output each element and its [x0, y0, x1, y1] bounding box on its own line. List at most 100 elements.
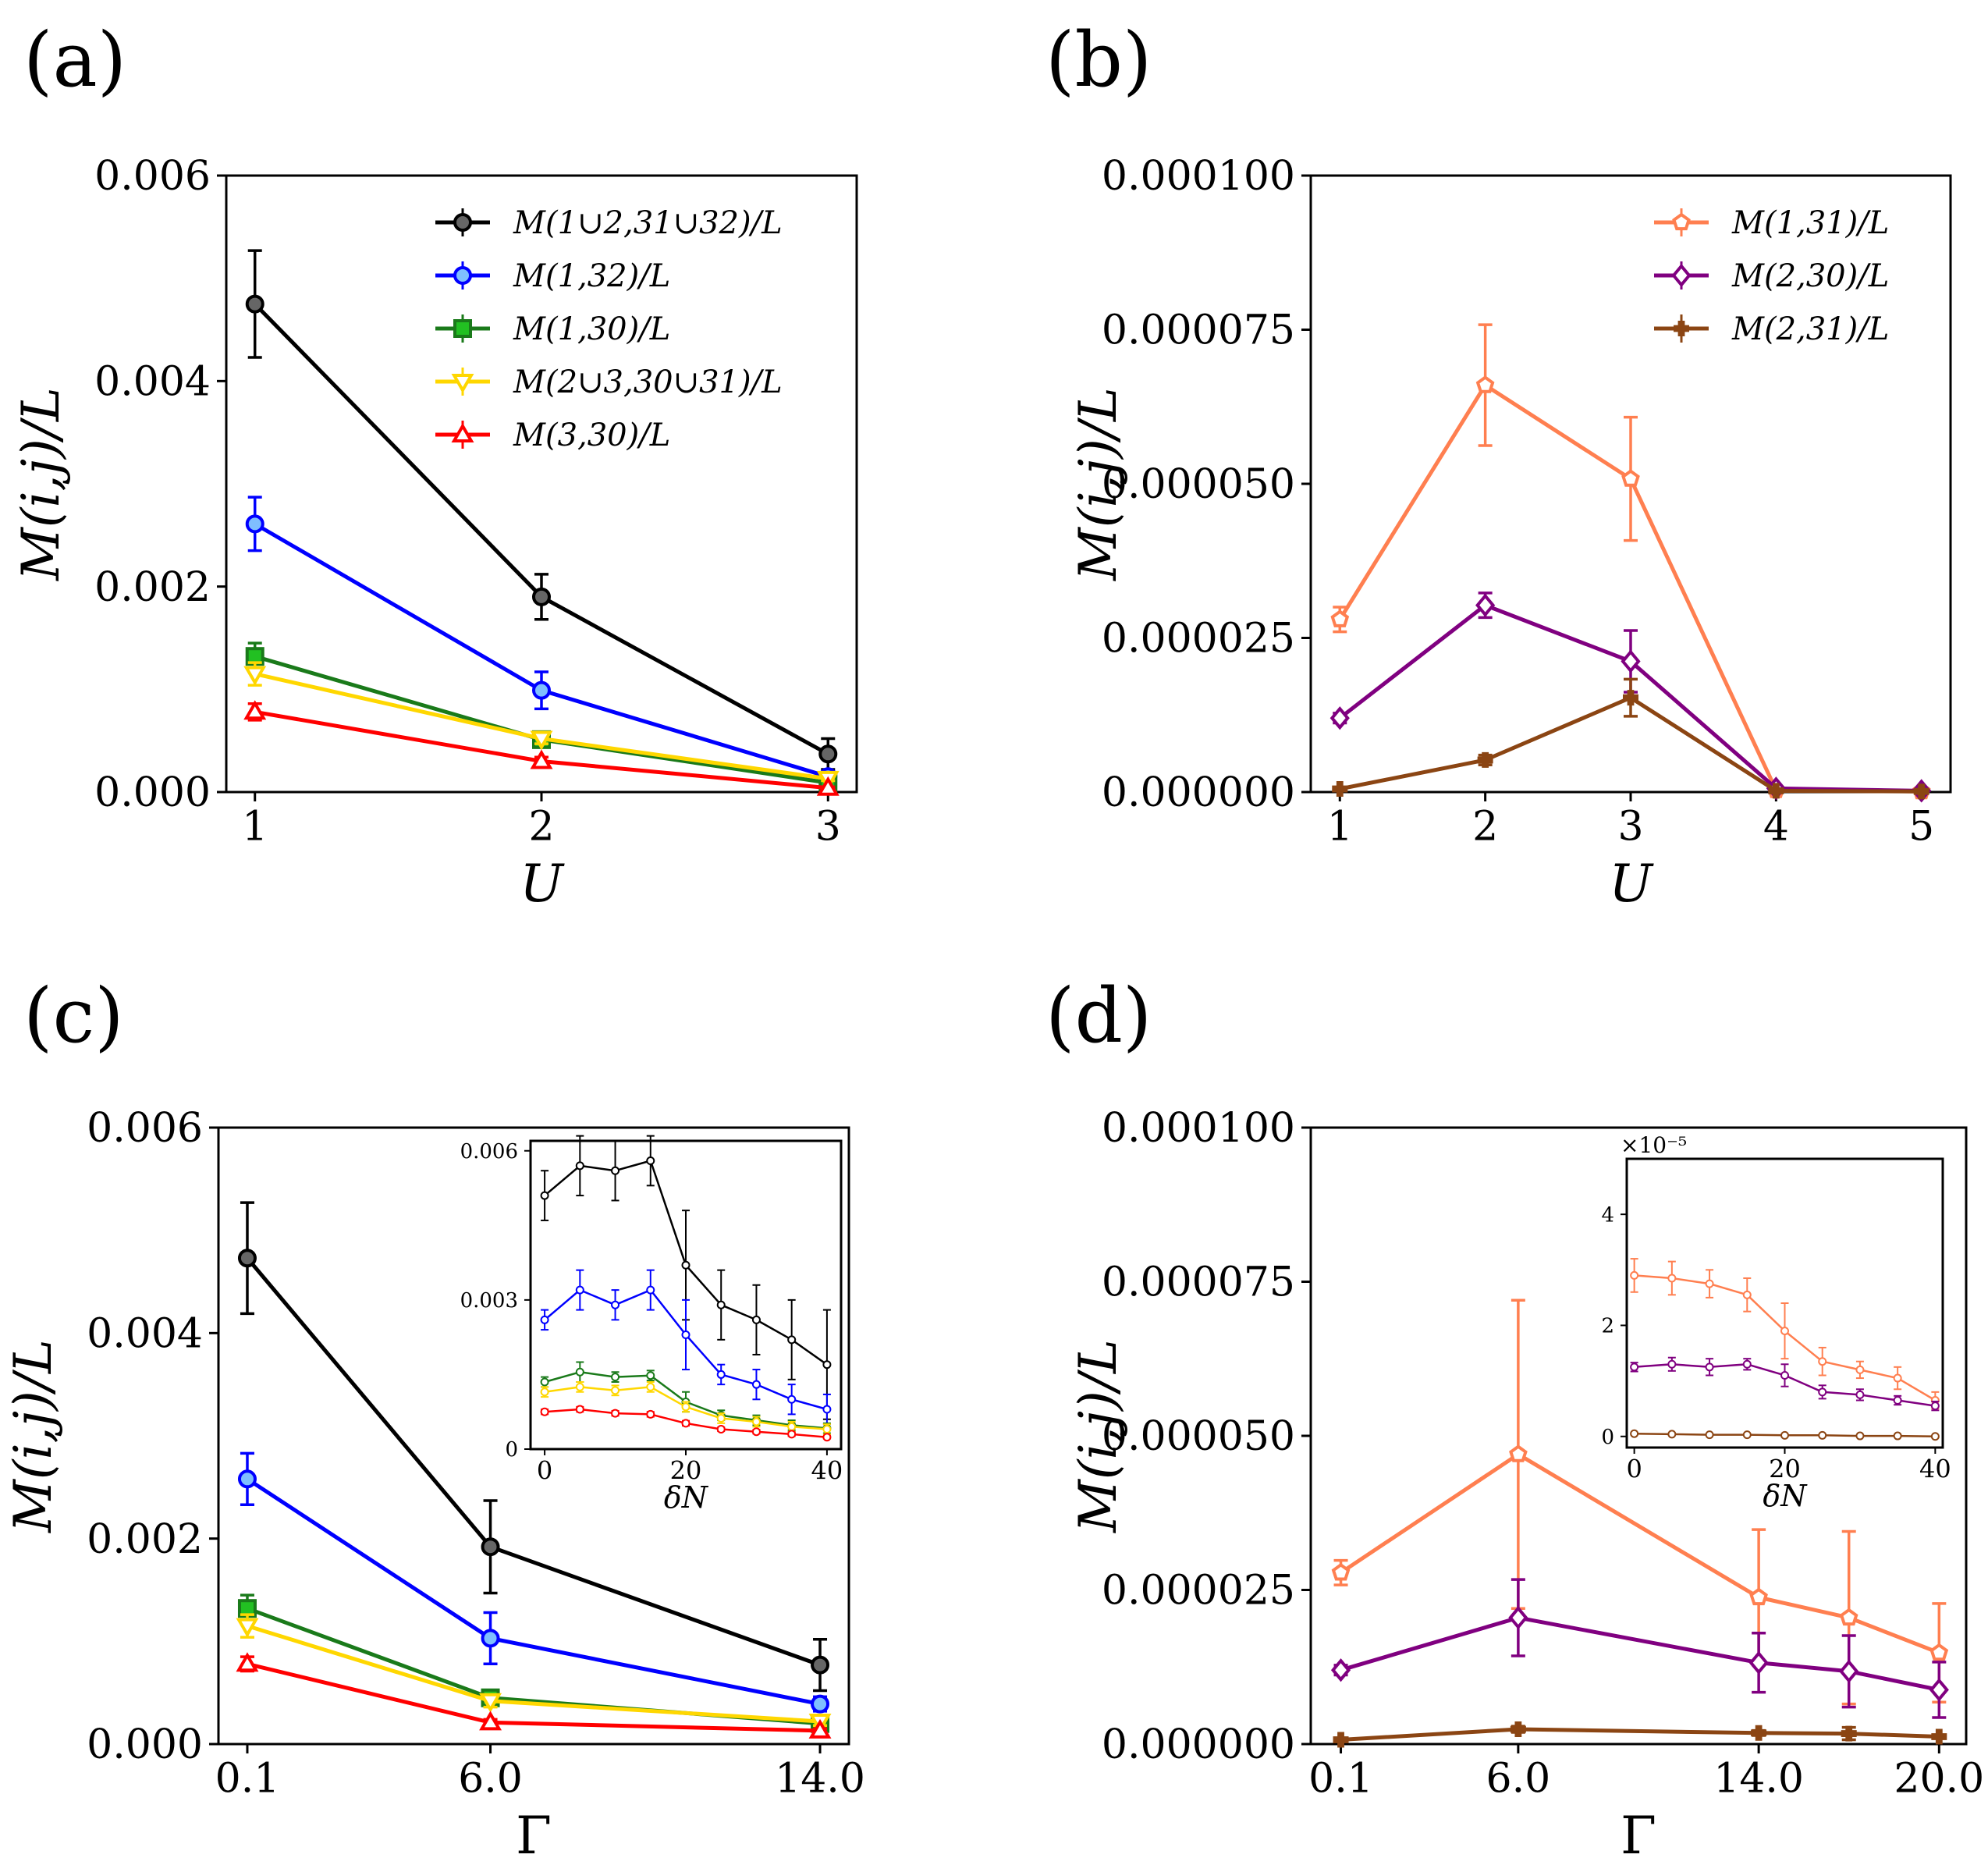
data-point: [751, 1427, 761, 1437]
series-3: [1333, 1721, 1947, 1748]
legend-marker: [451, 423, 474, 442]
data-point: [1931, 1728, 1947, 1745]
y-tick-label: 0.000075: [1102, 307, 1295, 354]
data-point: [611, 1300, 620, 1309]
data-point: [540, 1377, 549, 1387]
data-point: [1477, 751, 1493, 768]
data-point: [540, 1191, 549, 1200]
data-point: [1621, 649, 1641, 673]
data-point: [1818, 1357, 1827, 1366]
legend-entry: M(2,30)/L: [1731, 258, 1889, 294]
data-point: [1929, 1678, 1949, 1702]
data-point: [1329, 706, 1350, 730]
data-point: [818, 744, 838, 764]
panel-c: (c) 0.1 6.0 14.0 0.000 0.002 0.004 0.006 Γ M(i,j)…: [3, 972, 865, 1858]
series-2: [540, 1269, 832, 1426]
x-tick-label: 6.0: [458, 1755, 523, 1802]
data-point: [575, 1382, 584, 1391]
panel-label: (c): [23, 972, 124, 1060]
data-point: [1780, 1430, 1789, 1440]
data-point: [646, 1382, 655, 1391]
data-point: [1630, 1429, 1639, 1438]
data-point: [540, 1407, 549, 1416]
data-point: [816, 776, 840, 796]
data-point: [811, 1694, 830, 1714]
data-point: [1510, 1721, 1526, 1738]
data-point: [681, 1402, 690, 1412]
series-3: [237, 1593, 830, 1733]
series-3: [1332, 677, 1929, 800]
data-point: [1667, 1274, 1677, 1283]
data-point: [1621, 469, 1640, 487]
panel-label: (d): [1045, 972, 1152, 1060]
legend-marker: [1674, 321, 1689, 336]
inset-c: 0 20 40 0 0.003 0.006 δN: [460, 1135, 843, 1515]
x-axis-label: U: [520, 854, 565, 914]
data-point: [808, 1718, 832, 1739]
data-point: [1839, 1659, 1859, 1683]
data-point: [532, 587, 551, 606]
panel-label: (a): [23, 16, 126, 104]
data-point: [811, 1655, 830, 1675]
y-tick-label: 0.002: [87, 1516, 203, 1563]
data-point: [1768, 783, 1784, 799]
x-tick-label: 14.0: [1713, 1755, 1804, 1802]
panel-a: (a) 1 2 3 0.000 0.002 0.004 0.006 U M(i,j)/L M(1∪2…: [11, 16, 858, 914]
y-tick-label: 0.000: [94, 769, 211, 816]
x-tick-label: 4: [1763, 803, 1789, 850]
data-point: [481, 1537, 500, 1557]
data-point: [787, 1430, 797, 1439]
x-tick-label: 0: [537, 1455, 552, 1485]
data-point: [575, 1405, 584, 1414]
x-axis-label: U: [1609, 854, 1654, 914]
legend-marker: [1671, 263, 1692, 288]
data-point: [1509, 1444, 1528, 1462]
data-point: [237, 1469, 257, 1489]
data-point: [1930, 1401, 1940, 1411]
data-point: [1630, 1362, 1639, 1372]
panel-d: (d) 0.1 6.0 14.0 20.0 0.000000 0.000025 0.00005…: [1045, 972, 1984, 1858]
x-tick-label: 3: [1617, 803, 1643, 850]
data-point: [1818, 1430, 1827, 1440]
data-point: [479, 1693, 502, 1713]
data-point: [611, 1166, 620, 1175]
inset-x-axis-label: δN: [1763, 1479, 1808, 1513]
data-point: [646, 1371, 655, 1380]
data-point: [1913, 783, 1929, 800]
series-1: [1330, 323, 1931, 800]
data-point: [1667, 1359, 1677, 1369]
y-tick-label: 0.000: [87, 1721, 203, 1768]
y-tick-label: 2: [1601, 1315, 1614, 1338]
x-tick-label: 20: [1769, 1454, 1801, 1483]
data-point: [481, 1629, 500, 1648]
data-point: [1748, 1650, 1769, 1675]
data-point: [243, 666, 267, 686]
data-point: [540, 1315, 549, 1324]
data-point: [1332, 781, 1348, 798]
data-point: [646, 1409, 655, 1419]
data-point: [575, 1285, 584, 1295]
data-point: [1855, 1390, 1865, 1399]
data-point: [681, 1260, 690, 1270]
y-tick-label: 0.000000: [1102, 1721, 1295, 1768]
plot-frame: [217, 1126, 850, 1746]
x-tick-label: 20: [670, 1455, 702, 1485]
legend: M(1∪2,31∪32)/L M(1,32)/L M(1,30)/L M(2∪3,30…: [435, 205, 783, 453]
legend-entry: M(2,31)/L: [1731, 311, 1889, 347]
data-point: [681, 1419, 690, 1428]
inset-scale-label: ×10⁻⁵: [1621, 1132, 1687, 1158]
data-point: [611, 1373, 620, 1382]
data-point: [1475, 375, 1495, 393]
x-axis-label: Γ: [1621, 1806, 1656, 1858]
x-tick-label: 14.0: [775, 1755, 865, 1802]
series-1: [245, 249, 838, 771]
data-point: [716, 1370, 726, 1379]
y-tick-label: 0.000100: [1102, 1105, 1295, 1152]
data-point: [245, 514, 264, 534]
data-point: [1330, 1658, 1351, 1682]
x-tick-label: 0.1: [1308, 1755, 1373, 1802]
panel-label: (b): [1045, 16, 1152, 104]
data-point: [1475, 593, 1496, 617]
y-tick-label: 0.006: [94, 153, 211, 200]
